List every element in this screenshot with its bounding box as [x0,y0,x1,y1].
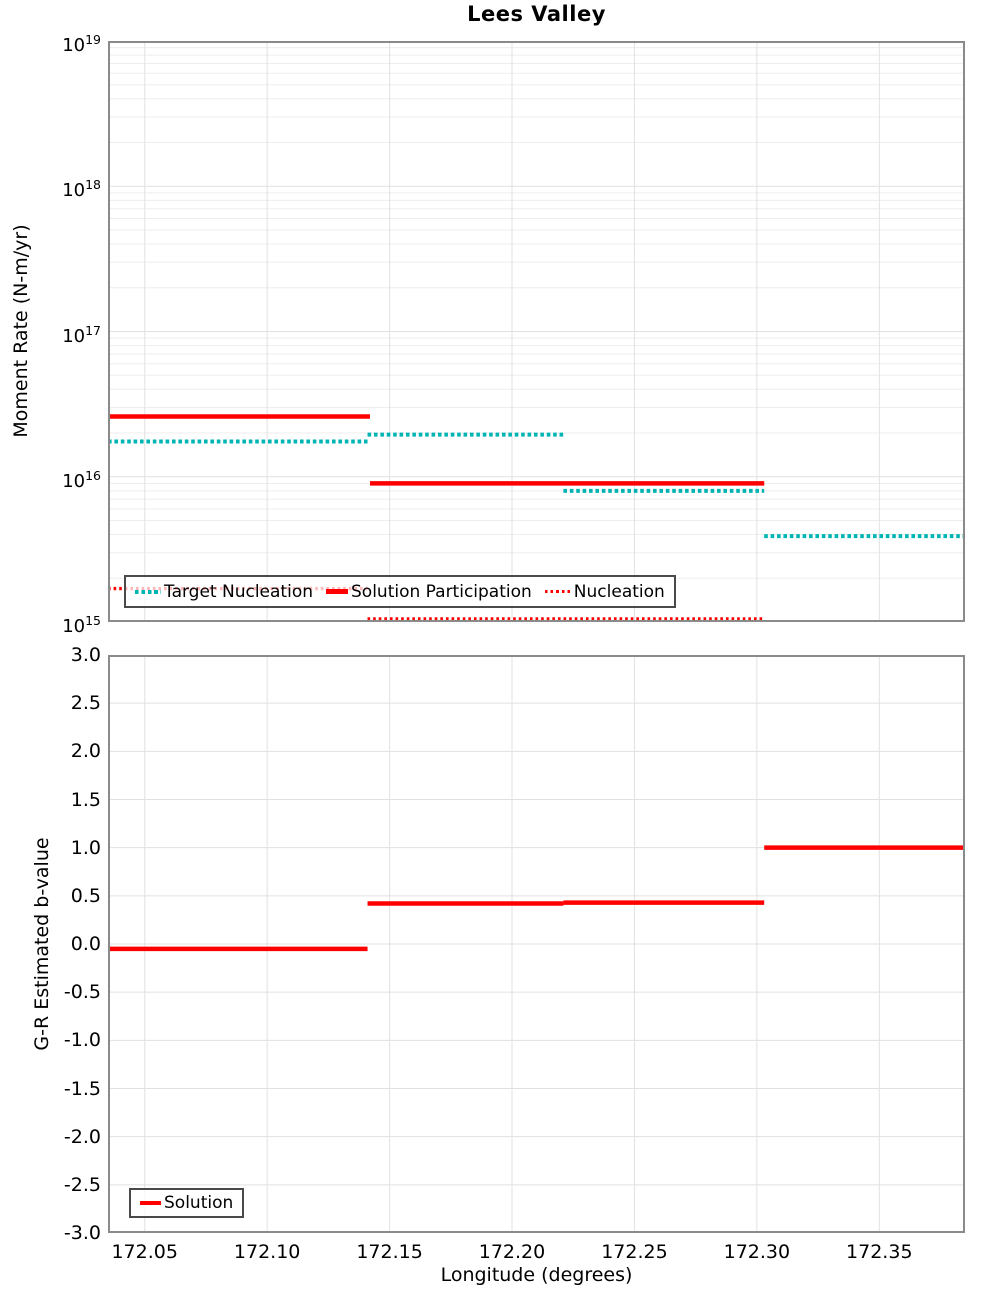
nucleation-swatch-icon [544,589,571,594]
legend-label: Target Nucleation [164,581,313,602]
y-tick-label: 1.5 [70,788,101,811]
solution-swatch-icon [140,1200,161,1206]
y-tick-label: -1.0 [63,1029,101,1052]
y-tick-label: -2.5 [63,1173,101,1196]
bottom-legend: Solution [129,1188,245,1218]
y-tick-label: 2.0 [70,740,101,763]
solution-participation-swatch-icon [326,589,348,594]
y-tick-label: 2.5 [70,692,101,715]
chart-title: Lees Valley [467,2,606,26]
legend-item-nucleation: Nucleation [544,581,665,602]
y-tick-label: 0.0 [70,933,101,955]
y-tick-label: 1018 [62,177,101,202]
x-tick-label: 172.35 [846,1241,913,1263]
x-tick-label: 172.05 [111,1241,178,1263]
legend-item-target-nucleation: Target Nucleation [135,582,313,602]
legend-label: Solution [164,1193,234,1213]
y-tick-label: 1015 [62,613,101,637]
y-tick-label: -2.0 [63,1125,101,1148]
y-tick-label: -1.5 [63,1077,101,1100]
x-tick-label: 172.20 [478,1241,546,1263]
y-tick-label: 3.0 [70,644,101,666]
legend-label: Solution Participation [351,581,532,602]
y-tick-label: 0.5 [70,884,101,907]
top-legend: Target Nucleation Solution Participation… [124,575,676,608]
x-tick-label: 172.25 [601,1241,668,1263]
x-tick-label: 172.10 [233,1241,301,1263]
x-tick-label: 172.30 [723,1241,791,1263]
bottom-plot-area [108,655,965,1233]
legend-item-solution-participation: Solution Participation [326,582,532,602]
y-tick-label: 1.0 [70,836,101,859]
y-tick-label: -0.5 [63,981,101,1004]
x-tick-label: 172.15 [356,1241,423,1263]
legend-item-solution: Solution [140,1193,233,1213]
y-tick-label: 1016 [62,467,101,492]
legend-label: Nucleation [573,581,665,602]
top-plot-area [108,41,965,622]
y-tick-label: 1017 [62,322,101,347]
y-tick-label: 1019 [62,32,101,56]
x-axis-label: Longitude (degrees) [440,1264,633,1286]
y-tick-label: -3.0 [63,1222,101,1244]
target-nucleation-swatch-icon [135,589,161,594]
